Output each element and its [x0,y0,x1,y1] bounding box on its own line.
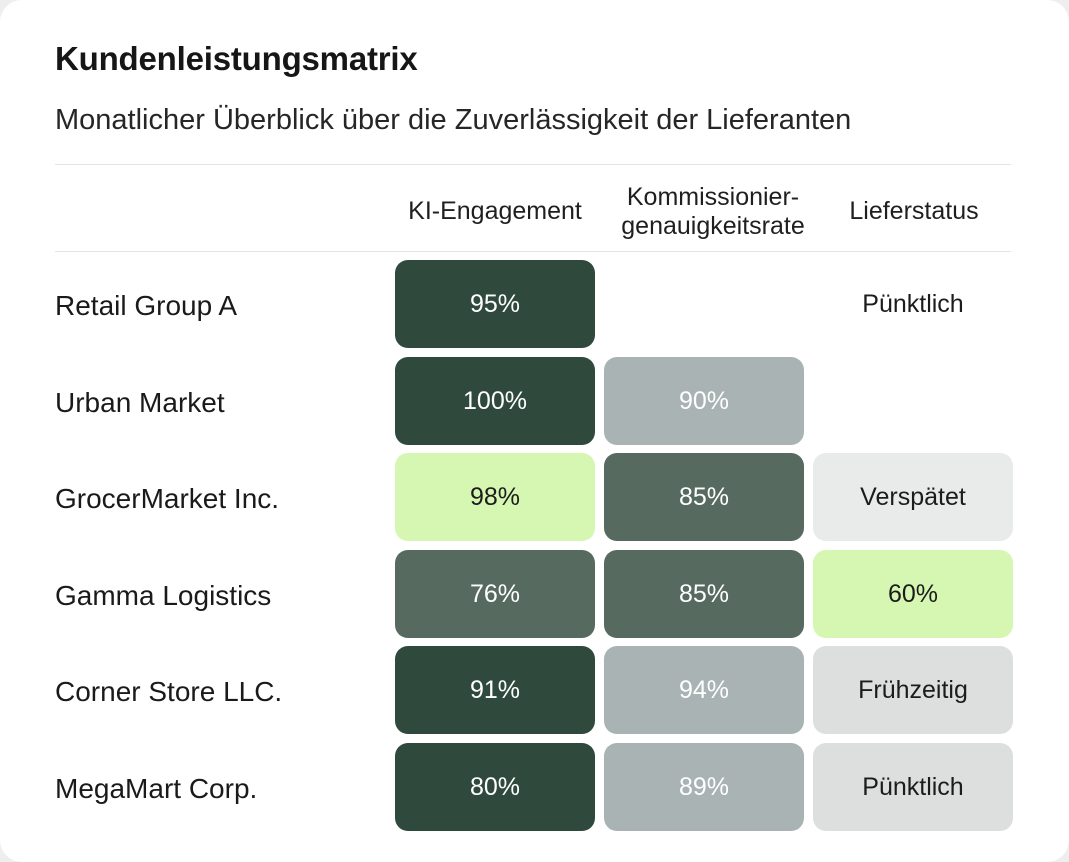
matrix-cell: Frühzeitig [813,646,1013,734]
matrix-cell: 90% [604,357,804,445]
matrix-cell [604,260,804,348]
column-header-lieferstatus: Lieferstatus [849,197,979,225]
row-label-urban-market: Urban Market [55,387,225,418]
matrix-cell: 98% [395,453,595,541]
matrix-cell: 76% [395,550,595,638]
matrix-cell: 95% [395,260,595,348]
matrix-cell [813,357,1013,445]
column-header-ki-engagement: KI-Engagement [408,197,582,225]
matrix-cell: Pünktlich [862,289,964,318]
matrix-cell: 94% [604,646,804,734]
matrix-cell: 80% [395,743,595,831]
matrix-cell: Verspätet [813,453,1013,541]
row-label-retail-group-a: Retail Group A [55,290,238,321]
row-label-corner-store-llc: Corner Store LLC. [55,676,283,707]
matrix-cell: 85% [604,550,804,638]
row-label-gamma-logistics: Gamma Logistics [55,580,272,611]
row-label-grocermarket-inc: GrocerMarket Inc. [55,483,280,514]
matrix-cell: 91% [395,646,595,734]
divider-header [55,251,1011,252]
matrix-cell: 85% [604,453,804,541]
matrix-cell: 100% [395,357,595,445]
divider-top [55,164,1011,165]
column-header-kommissionier: Kommissionier- genauigkeitsrate [621,183,805,240]
matrix-cell: 89% [604,743,804,831]
row-label-megamart-corp: MegaMart Corp. [55,773,258,804]
chart-subtitle: Monatlicher Überblick über die Zuverläss… [55,104,852,136]
matrix-cell: 60% [813,550,1013,638]
chart-title: Kundenleistungsmatrix [55,40,418,77]
matrix-cell: Pünktlich [813,743,1013,831]
